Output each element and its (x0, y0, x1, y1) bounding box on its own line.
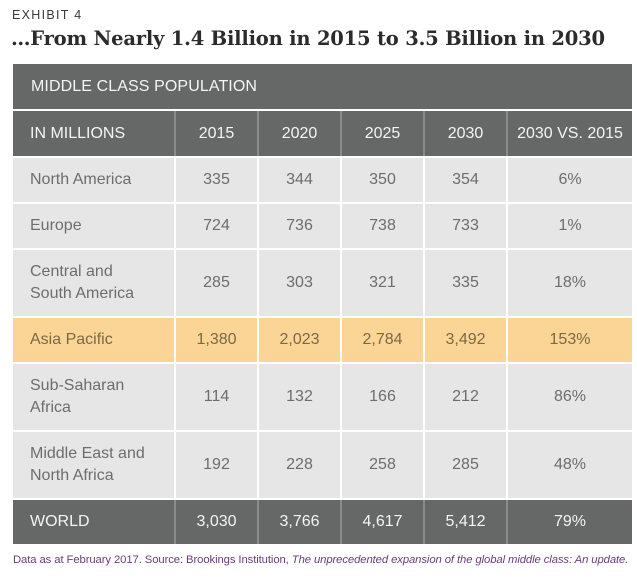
value-cell-2020: 3,766 (257, 498, 342, 544)
value-cell-2030: 733 (423, 202, 508, 250)
change-cell: 153% (506, 316, 632, 364)
value-cell-2015: 192 (174, 430, 259, 500)
region-line-2: North Africa (30, 467, 114, 484)
value-cell-2015: 3,030 (174, 498, 259, 544)
change-cell: 1% (506, 202, 632, 250)
column-header-change: 2030 VS. 2015 (506, 111, 632, 158)
region-cell: WORLD (13, 498, 176, 544)
table-row-europe: Europe 724 736 738 733 1% (13, 202, 632, 250)
value-cell-2025: 258 (340, 430, 425, 500)
table-row-asia-pacific: Asia Pacific 1,380 2,023 2,784 3,492 153… (13, 316, 632, 364)
value-cell-2030: 212 (423, 362, 508, 432)
region-cell: North America (13, 156, 176, 204)
value-cell-2025: 166 (340, 362, 425, 432)
value-cell-2025: 4,617 (340, 498, 425, 544)
table-row-middle-east-north-africa: Middle East and North Africa 192 228 258… (13, 430, 632, 500)
value-cell-2030: 3,492 (423, 316, 508, 364)
region-line-2: South America (30, 285, 135, 302)
value-cell-2015: 285 (174, 248, 259, 318)
table-row-sub-saharan-africa: Sub-Saharan Africa 114 132 166 212 86% (13, 362, 632, 432)
value-cell-2020: 344 (257, 156, 342, 204)
column-header-units: IN MILLIONS (13, 111, 176, 158)
value-cell-2030: 5,412 (423, 498, 508, 544)
value-cell-2025: 321 (340, 248, 425, 318)
value-cell-2025: 2,784 (340, 316, 425, 364)
value-cell-2015: 724 (174, 202, 259, 250)
table-row-north-america: North America 335 344 350 354 6% (13, 156, 632, 204)
column-header-2020: 2020 (257, 111, 342, 158)
column-header-2015: 2015 (174, 111, 259, 158)
region-line-1: Central and (30, 263, 113, 280)
change-cell: 79% (506, 498, 632, 544)
change-cell: 18% (506, 248, 632, 318)
source-footnote: Data as at February 2017. Source: Brooki… (13, 554, 628, 566)
value-cell-2030: 354 (423, 156, 508, 204)
value-cell-2020: 2,023 (257, 316, 342, 364)
column-header-2025: 2025 (340, 111, 425, 158)
region-cell: Europe (13, 202, 176, 250)
value-cell-2020: 228 (257, 430, 342, 500)
value-cell-2020: 303 (257, 248, 342, 318)
value-cell-2025: 350 (340, 156, 425, 204)
region-line-1: Sub-Saharan (30, 377, 125, 394)
exhibit-label: EXHIBIT 4 (12, 8, 83, 22)
value-cell-2020: 736 (257, 202, 342, 250)
region-cell: Middle East and North Africa (13, 430, 176, 500)
value-cell-2030: 335 (423, 248, 508, 318)
column-header-2030: 2030 (423, 111, 508, 158)
table-row-world-total: WORLD 3,030 3,766 4,617 5,412 79% (13, 498, 632, 544)
region-cell: Sub-Saharan Africa (13, 362, 176, 432)
change-cell: 6% (506, 156, 632, 204)
region-line-2: Africa (30, 399, 71, 416)
change-cell: 48% (506, 430, 632, 500)
table-row-central-south-america: Central and South America 285 303 321 33… (13, 248, 632, 318)
table-caption-text: MIDDLE CLASS POPULATION (31, 77, 258, 95)
value-cell-2020: 132 (257, 362, 342, 432)
footnote-prefix: Data as at February 2017. Source: Brooki… (13, 554, 292, 566)
change-cell: 86% (506, 362, 632, 432)
region-cell: Central and South America (13, 248, 176, 318)
value-cell-2015: 1,380 (174, 316, 259, 364)
value-cell-2015: 335 (174, 156, 259, 204)
table-caption: MIDDLE CLASS POPULATION (13, 64, 632, 109)
value-cell-2015: 114 (174, 362, 259, 432)
value-cell-2025: 738 (340, 202, 425, 250)
middle-class-table: MIDDLE CLASS POPULATION IN MILLIONS 2015… (13, 64, 632, 544)
region-line-1: Middle East and (30, 445, 145, 462)
footnote-source-title: The unprecedented expansion of the globa… (291, 554, 629, 566)
region-cell: Asia Pacific (13, 316, 176, 364)
value-cell-2030: 285 (423, 430, 508, 500)
header-row: IN MILLIONS 2015 2020 2025 2030 2030 VS.… (13, 111, 632, 158)
exhibit-title: …From Nearly 1.4 Billion in 2015 to 3.5 … (11, 27, 605, 50)
data-table: IN MILLIONS 2015 2020 2025 2030 2030 VS.… (13, 111, 632, 544)
